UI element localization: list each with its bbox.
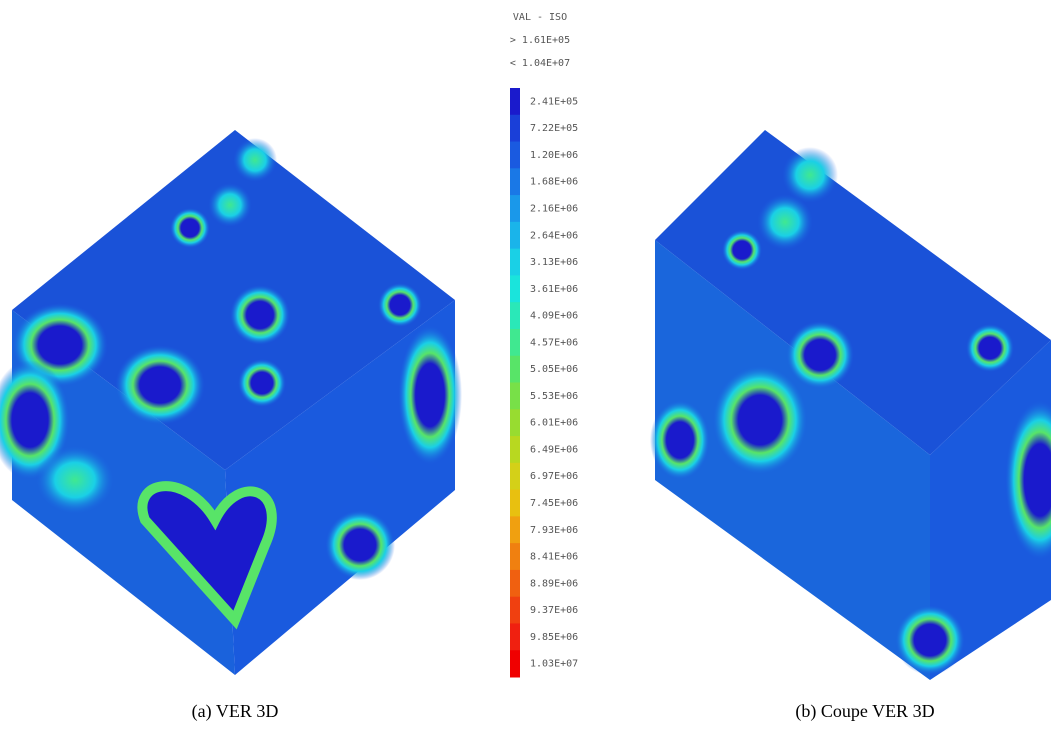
spot xyxy=(650,400,710,480)
legend-label: 4.57E+06 xyxy=(530,337,578,348)
caption: (a) VER 3D xyxy=(192,701,279,722)
legend-swatch xyxy=(510,516,520,544)
legend-swatch xyxy=(510,248,520,276)
legend-label: 1.68E+06 xyxy=(530,177,578,188)
legend-swatch xyxy=(510,569,520,598)
legend: VAL - ISO > 1.61E+05 < 1.04E+07 2.41E+05… xyxy=(510,12,578,678)
legend-label: 7.22E+05 xyxy=(530,123,578,134)
legend-swatch xyxy=(510,114,520,143)
legend-swatch xyxy=(510,275,520,303)
cube-top-face xyxy=(655,130,1051,455)
spot xyxy=(238,359,286,407)
legend-label: 2.41E+05 xyxy=(530,96,578,107)
spot xyxy=(786,321,854,389)
heart xyxy=(137,481,277,630)
legend-label: 7.45E+06 xyxy=(530,498,578,509)
legend-swatch xyxy=(510,221,520,250)
legend-swatch xyxy=(510,168,520,196)
legend-title: VAL - ISO xyxy=(513,12,567,23)
legend-label: 6.01E+06 xyxy=(530,418,578,429)
legend-label: 4.09E+06 xyxy=(530,311,578,322)
spot xyxy=(782,147,838,203)
spot xyxy=(757,194,813,250)
spot xyxy=(722,230,762,270)
spot xyxy=(966,324,1014,372)
spot xyxy=(0,360,70,480)
spot xyxy=(378,283,422,327)
legend-swatch xyxy=(510,88,520,116)
spot xyxy=(115,345,205,425)
spot xyxy=(35,445,115,515)
legend-swatch xyxy=(510,302,520,330)
legend-swatch xyxy=(510,650,520,678)
legend-swatch xyxy=(510,623,520,651)
legend-swatch xyxy=(510,543,520,571)
legend-label: 8.89E+06 xyxy=(530,578,578,589)
legend-swatch xyxy=(510,436,520,464)
legend-swatch xyxy=(510,382,520,410)
spot xyxy=(398,325,462,465)
legend-label: 2.16E+06 xyxy=(530,203,578,214)
legend-swatch xyxy=(510,328,520,357)
legend-label: 5.05E+06 xyxy=(530,364,578,375)
spot xyxy=(170,208,210,248)
legend-label: 5.53E+06 xyxy=(530,391,578,402)
legend-label: 2.64E+06 xyxy=(530,230,578,241)
spot xyxy=(895,605,965,675)
legend-label: 7.93E+06 xyxy=(530,525,578,536)
legend-label: 9.37E+06 xyxy=(530,605,578,616)
legend-label: 1.20E+06 xyxy=(530,150,578,161)
legend-label: 3.61E+06 xyxy=(530,284,578,295)
legend-swatch xyxy=(510,462,520,491)
spot xyxy=(1005,400,1051,560)
spot xyxy=(230,285,290,345)
spot xyxy=(233,138,277,182)
legend-swatch xyxy=(510,409,520,437)
legend-swatch xyxy=(510,355,520,383)
spot xyxy=(208,183,252,227)
legend-swatch xyxy=(510,195,520,223)
legend-label: 3.13E+06 xyxy=(530,257,578,268)
cube-b xyxy=(650,130,1051,680)
legend-swatch xyxy=(510,489,520,517)
legend-swatch xyxy=(510,596,520,624)
legend-label: 8.41E+06 xyxy=(530,552,578,563)
legend-min: > 1.61E+05 xyxy=(510,35,570,46)
spot xyxy=(325,510,395,580)
legend-label: 6.49E+06 xyxy=(530,444,578,455)
caption: (b) Coupe VER 3D xyxy=(795,701,934,722)
legend-max: < 1.04E+07 xyxy=(510,58,570,69)
spot xyxy=(712,365,808,475)
cube-right-face xyxy=(225,300,455,675)
cube-a xyxy=(0,130,462,675)
legend-label: 6.97E+06 xyxy=(530,471,578,482)
legend-label: 1.03E+07 xyxy=(530,659,578,670)
legend-label: 9.85E+06 xyxy=(530,632,578,643)
legend-swatch xyxy=(510,141,520,169)
